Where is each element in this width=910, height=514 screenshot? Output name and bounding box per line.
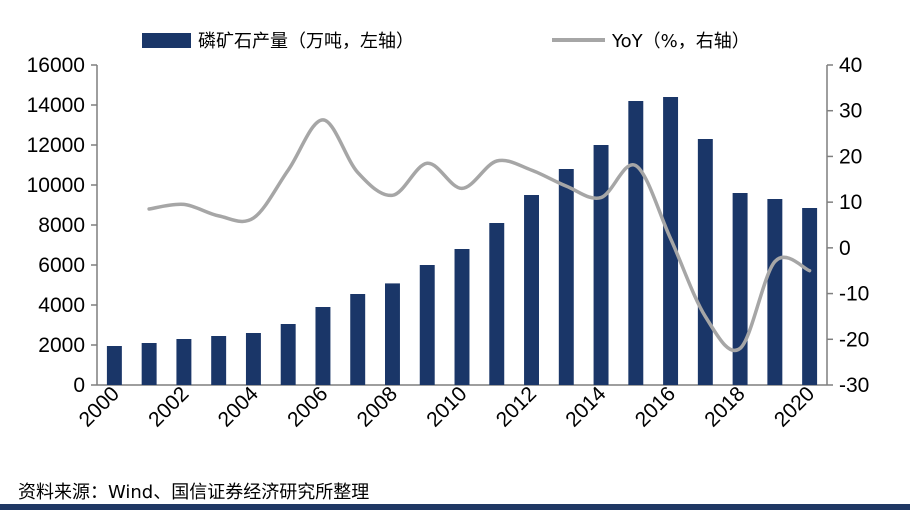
x-tick-label: 2008 <box>353 382 402 431</box>
bar-2000 <box>106 346 122 385</box>
legend-line-label: YoY（%，右轴） <box>611 31 750 52</box>
bar-2005 <box>280 324 296 385</box>
right-tick-label: -20 <box>839 328 869 351</box>
bottom-rule <box>0 504 910 510</box>
bar-2018 <box>732 193 748 385</box>
legend-bar-swatch <box>142 33 191 48</box>
x-tick-label: 2010 <box>422 382 471 431</box>
source-note: 资料来源：Wind、国信证券经济研究所整理 <box>18 482 370 503</box>
left-tick-label: 4000 <box>38 294 85 317</box>
bar-2006 <box>315 307 331 385</box>
bar-2017 <box>697 139 713 385</box>
right-tick-label: 30 <box>839 100 862 123</box>
bar-2007 <box>350 294 366 385</box>
left-tick-label: 8000 <box>38 214 85 237</box>
left-axis-ticks: 0 2000 4000 6000 8000 10000 12000 14000 16000 <box>27 54 97 397</box>
x-tick-label: 2002 <box>144 382 193 431</box>
x-tick-label: 2020 <box>770 382 819 431</box>
bar-2001 <box>141 343 157 385</box>
bar-2010 <box>454 249 470 385</box>
bar-2003 <box>211 336 227 385</box>
x-tick-label: 2018 <box>700 382 749 431</box>
right-tick-label: -10 <box>839 283 869 306</box>
bar-2011 <box>489 223 505 385</box>
bar-2013 <box>558 169 574 385</box>
left-tick-label: 0 <box>73 374 85 397</box>
legend-bar-label: 磷矿石产量（万吨，左轴） <box>198 31 414 52</box>
left-tick-label: 14000 <box>27 94 85 117</box>
x-axis-ticks: 2000 2002 2004 2006 2008 2010 2012 2014 2016 2018… <box>75 382 820 432</box>
right-tick-label: 10 <box>839 191 862 214</box>
bar-series <box>106 97 818 385</box>
yoy-line <box>147 118 812 353</box>
bar-2002 <box>176 339 192 385</box>
right-tick-label: 20 <box>839 145 862 168</box>
bar-2014 <box>593 145 609 385</box>
left-tick-label: 16000 <box>27 54 85 77</box>
x-tick-label: 2004 <box>214 382 264 432</box>
x-tick-label: 2012 <box>492 382 541 431</box>
left-tick-label: 12000 <box>27 134 85 157</box>
right-tick-label: 40 <box>839 54 862 77</box>
right-tick-label: -30 <box>839 374 869 397</box>
chart: 磷矿石产量（万吨，左轴） YoY（%，右轴） 0 2000 4000 6000 8000… <box>27 31 870 432</box>
left-tick-label: 6000 <box>38 254 85 277</box>
bar-2009 <box>419 265 435 385</box>
bar-2019 <box>767 199 783 385</box>
bar-2012 <box>524 195 539 385</box>
legend: 磷矿石产量（万吨，左轴） YoY（%，右轴） <box>142 31 750 52</box>
x-tick-label: 2006 <box>283 382 332 431</box>
left-tick-label: 2000 <box>38 334 85 357</box>
left-tick-label: 10000 <box>27 174 85 197</box>
right-tick-label: 0 <box>839 237 851 260</box>
right-axis-ticks: -30 -20 -10 0 10 20 30 40 <box>827 54 869 397</box>
bar-2020 <box>802 208 818 385</box>
line-series <box>147 118 812 353</box>
bar-2004 <box>245 333 261 385</box>
bar-2008 <box>385 283 400 385</box>
x-tick-label: 2016 <box>631 382 680 431</box>
bar-2015 <box>628 101 644 385</box>
x-tick-label: 2014 <box>561 382 611 432</box>
